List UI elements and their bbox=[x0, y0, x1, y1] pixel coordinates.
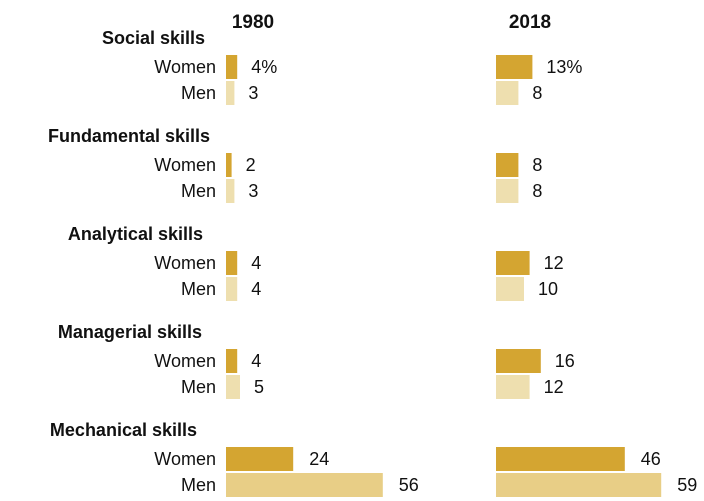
value-label-analytical-skills-women-2018: 12 bbox=[544, 253, 564, 273]
panel-title-2018: 2018 bbox=[509, 12, 551, 33]
value-label-fundamental-skills-women-1980: 2 bbox=[246, 155, 256, 175]
bar-managerial-skills-men-2018 bbox=[496, 375, 530, 399]
bar-mechanical-skills-men-1980 bbox=[226, 473, 383, 497]
value-label-analytical-skills-women-1980: 4 bbox=[251, 253, 261, 273]
value-label-mechanical-skills-women-1980: 24 bbox=[309, 449, 329, 469]
value-label-social-skills-men-2018: 8 bbox=[532, 83, 542, 103]
value-label-social-skills-women-1980: 4% bbox=[251, 57, 277, 77]
value-label-mechanical-skills-men-2018: 59 bbox=[677, 475, 697, 495]
bar-managerial-skills-women-2018 bbox=[496, 349, 541, 373]
group-label-managerial-skills: Managerial skills bbox=[58, 322, 202, 342]
value-label-managerial-skills-women-2018: 16 bbox=[555, 351, 575, 371]
bar-social-skills-men-2018 bbox=[496, 81, 519, 105]
row-label-analytical-skills-women: Women bbox=[154, 253, 216, 273]
row-label-social-skills-women: Women bbox=[154, 57, 216, 77]
row-label-fundamental-skills-men: Men bbox=[181, 181, 216, 201]
group-label-mechanical-skills: Mechanical skills bbox=[50, 420, 197, 440]
row-label-mechanical-skills-women: Women bbox=[154, 449, 216, 469]
value-label-fundamental-skills-men-2018: 8 bbox=[532, 181, 542, 201]
bar-mechanical-skills-women-2018 bbox=[496, 447, 625, 471]
bar-social-skills-women-1980 bbox=[226, 55, 238, 79]
value-label-managerial-skills-men-1980: 5 bbox=[254, 377, 264, 397]
row-label-managerial-skills-women: Women bbox=[154, 351, 216, 371]
group-label-social-skills: Social skills bbox=[102, 28, 205, 48]
value-label-social-skills-men-1980: 3 bbox=[248, 83, 258, 103]
bar-mechanical-skills-women-1980 bbox=[226, 447, 294, 471]
bar-fundamental-skills-men-1980 bbox=[226, 179, 235, 203]
value-label-analytical-skills-men-1980: 4 bbox=[251, 279, 261, 299]
value-label-fundamental-skills-women-2018: 8 bbox=[532, 155, 542, 175]
bar-analytical-skills-men-2018 bbox=[496, 277, 524, 301]
bar-managerial-skills-men-1980 bbox=[226, 375, 240, 399]
value-label-fundamental-skills-men-1980: 3 bbox=[248, 181, 258, 201]
bar-fundamental-skills-women-1980 bbox=[226, 153, 232, 177]
value-label-mechanical-skills-women-2018: 46 bbox=[641, 449, 661, 469]
row-label-social-skills-men: Men bbox=[181, 83, 216, 103]
value-label-analytical-skills-men-2018: 10 bbox=[538, 279, 558, 299]
row-label-fundamental-skills-women: Women bbox=[154, 155, 216, 175]
bar-social-skills-women-2018 bbox=[496, 55, 533, 79]
bar-social-skills-men-1980 bbox=[226, 81, 235, 105]
row-label-mechanical-skills-men: Men bbox=[181, 475, 216, 495]
group-label-fundamental-skills: Fundamental skills bbox=[48, 126, 210, 146]
bar-mechanical-skills-men-2018 bbox=[496, 473, 662, 497]
bar-analytical-skills-men-1980 bbox=[226, 277, 238, 301]
panel-title-1980: 1980 bbox=[232, 12, 274, 33]
bar-analytical-skills-women-1980 bbox=[226, 251, 238, 275]
value-label-social-skills-women-2018: 13% bbox=[546, 57, 582, 77]
bar-fundamental-skills-women-2018 bbox=[496, 153, 519, 177]
bar-analytical-skills-women-2018 bbox=[496, 251, 530, 275]
value-label-managerial-skills-men-2018: 12 bbox=[544, 377, 564, 397]
value-label-mechanical-skills-men-1980: 56 bbox=[399, 475, 419, 495]
group-label-analytical-skills: Analytical skills bbox=[68, 224, 203, 244]
value-label-managerial-skills-women-1980: 4 bbox=[251, 351, 261, 371]
row-label-managerial-skills-men: Men bbox=[181, 377, 216, 397]
bar-managerial-skills-women-1980 bbox=[226, 349, 238, 373]
bar-fundamental-skills-men-2018 bbox=[496, 179, 519, 203]
row-label-analytical-skills-men: Men bbox=[181, 279, 216, 299]
